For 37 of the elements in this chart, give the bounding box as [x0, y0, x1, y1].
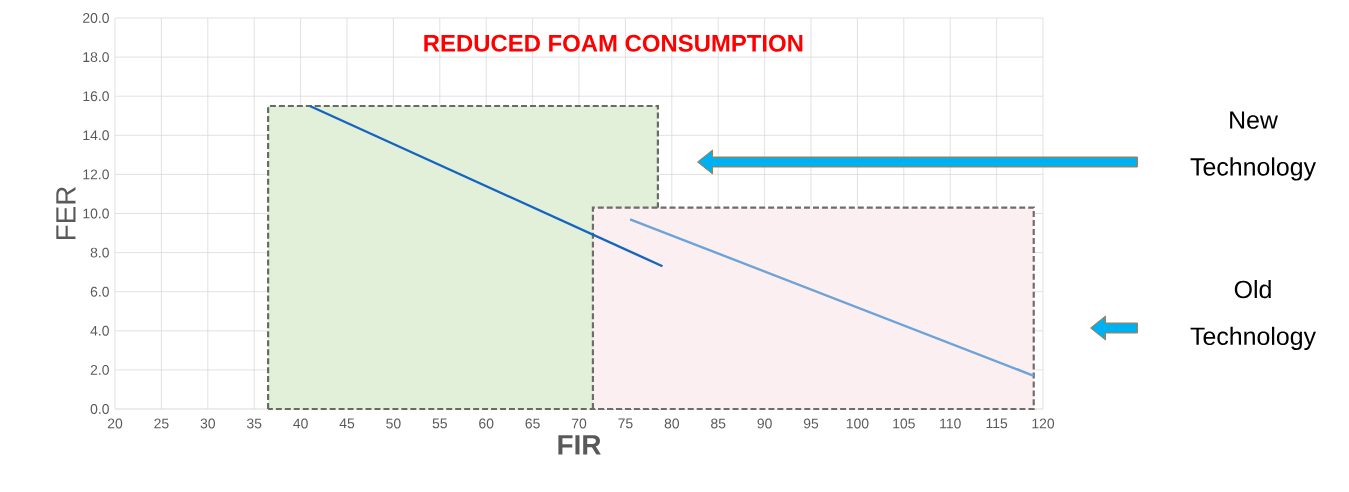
y-tick-label: 20.0 — [83, 13, 109, 23]
x-tick-label: 105 — [893, 418, 915, 429]
text: New Technology — [1190, 111, 1316, 181]
x-tick-label: 115 — [986, 418, 1008, 429]
x-tick-label: 75 — [618, 418, 633, 429]
x-axis-title: FIR — [558, 435, 601, 455]
x-tick-label: 100 — [846, 418, 869, 429]
x-tick-label: 30 — [200, 418, 216, 429]
y-tick-label: 4.0 — [90, 325, 109, 336]
y-tick-label: 12.0 — [83, 169, 109, 180]
y-tick-label: 18.0 — [83, 52, 109, 63]
x-tick-label: 120 — [1032, 418, 1055, 429]
y-tick-label: 10.0 — [83, 208, 109, 219]
x-tick-label: 55 — [432, 418, 447, 429]
y-axis-title: FER — [56, 186, 76, 240]
x-tick-label: 40 — [293, 418, 308, 429]
x-tick-label: 65 — [525, 418, 540, 429]
x-tick-label: 35 — [246, 418, 262, 429]
x-tick-label: 85 — [711, 418, 726, 429]
y-tick-label: 8.0 — [90, 247, 109, 258]
text: Old Technology — [1190, 279, 1316, 351]
x-tick-label: 70 — [571, 418, 587, 429]
y-tick-label: 6.0 — [90, 286, 109, 297]
x-tick-label: 20 — [107, 418, 123, 429]
x-tick-label: 60 — [479, 418, 494, 429]
x-tick-label: 95 — [803, 418, 819, 429]
x-tick-label: 50 — [386, 418, 401, 429]
y-tick-label: 14.0 — [83, 130, 109, 141]
y-tick-label: 2.0 — [90, 364, 109, 375]
x-tick-label: 80 — [664, 418, 680, 429]
x-tick-label: 45 — [339, 418, 355, 429]
x-tick-label: 90 — [757, 418, 772, 429]
y-tick-label: 0.0 — [90, 404, 109, 414]
x-tick-label: 110 — [940, 418, 961, 429]
y-tick-label: 16.0 — [83, 91, 109, 102]
text: REDUCED FOAM CONSUMPTION — [424, 34, 803, 52]
x-tick-label: 25 — [154, 418, 169, 429]
